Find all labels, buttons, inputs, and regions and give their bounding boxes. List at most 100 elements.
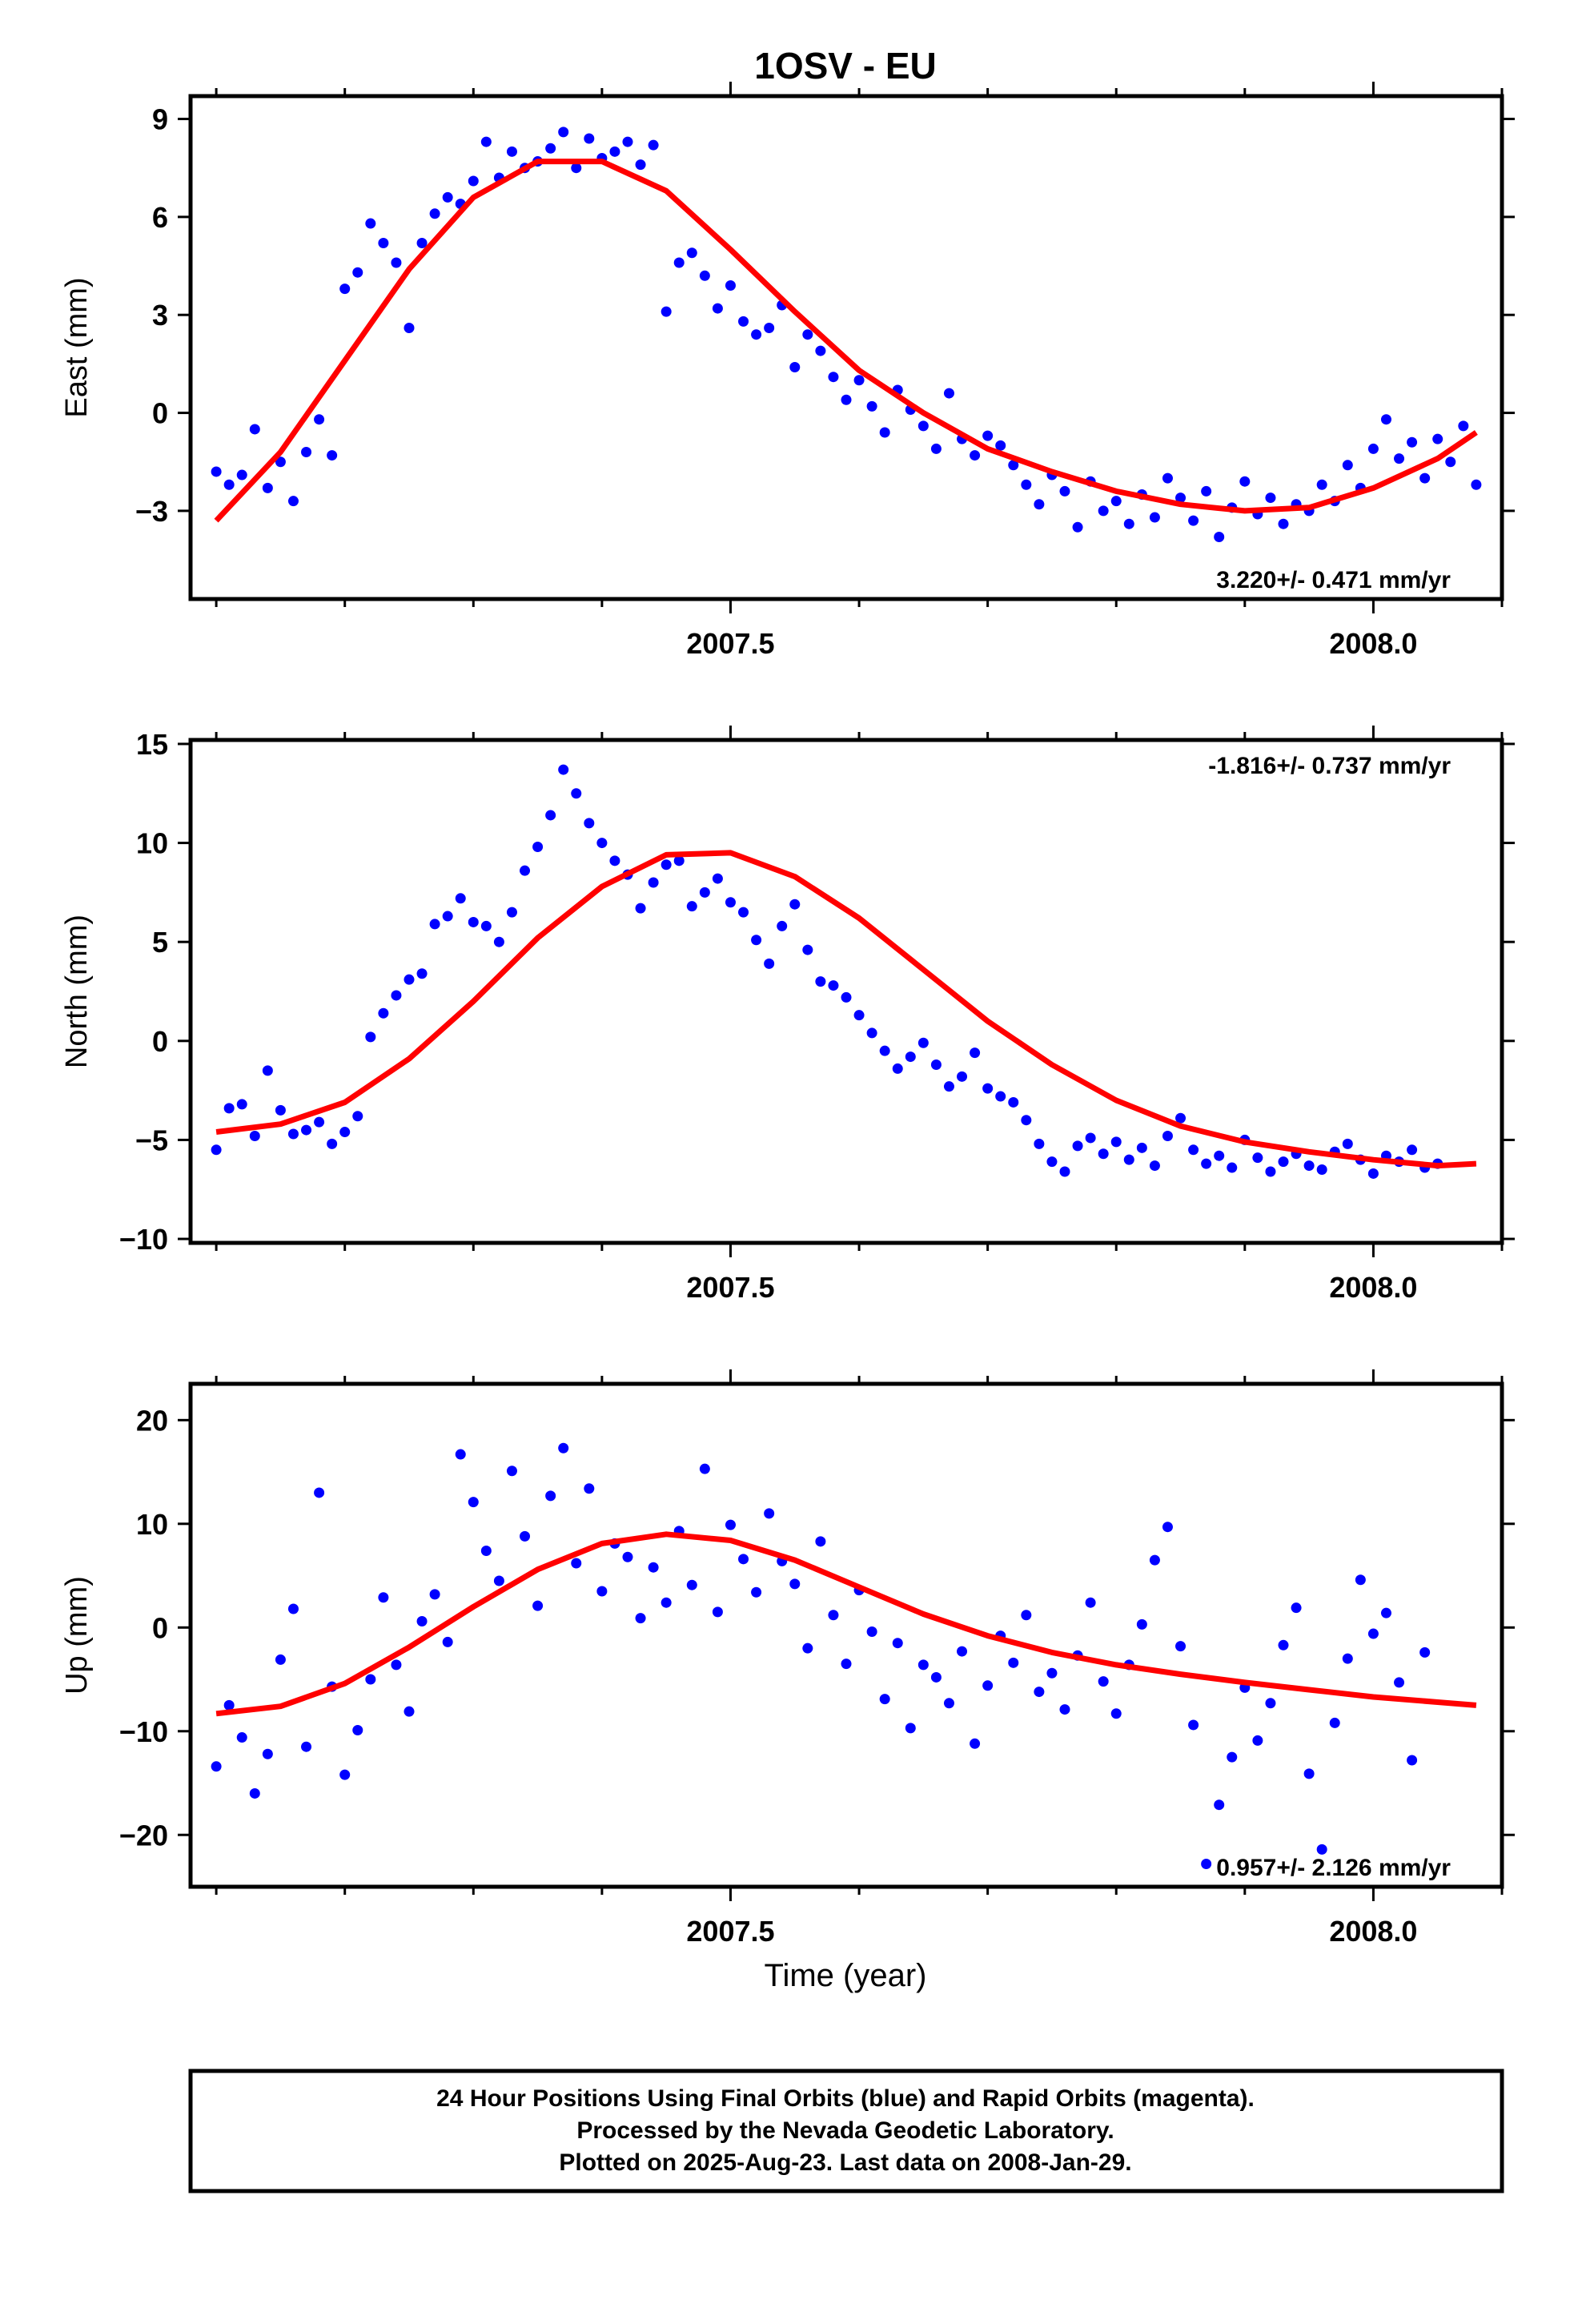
east-data-point [223,479,235,490]
up-data-point [236,1732,247,1743]
up-data-point [314,1487,325,1498]
north-y-axis-label: North (mm) [60,915,94,1068]
up-data-point [506,1466,517,1477]
east-data-point [1239,476,1251,487]
north-rate-annotation: -1.816+/- 0.737 mm/yr [1208,753,1451,779]
north-data-point [1303,1160,1315,1172]
east-data-point [365,218,376,229]
north-data-point [480,920,492,931]
north-data-point [455,893,466,904]
north-data-point [352,1111,363,1122]
east-data-point [1432,433,1443,444]
east-data-point [853,375,865,386]
east-fit-curve [214,159,1478,523]
north-x-tick-label: 2007.5 [686,1271,774,1304]
up-data-point [596,1586,608,1597]
east-plot-frame [188,94,1504,601]
north-data-point [712,873,723,884]
up-panel: 20 10 0 −10 −20 2007.5 2008.0 Up (mm) 0.957+/- 2… [60,1369,1515,1948]
east-data-point [789,361,801,372]
north-data-point [892,1063,903,1074]
east-data-point [236,469,247,480]
north-data-point [275,1104,286,1116]
up-points [211,1442,1431,1870]
up-data-point [1149,1554,1160,1566]
footer-box: 24 Hour Positions Using Final Orbits (bl… [188,2069,1504,2193]
up-data-point [429,1589,440,1600]
up-data-point [686,1579,697,1590]
up-data-point [622,1551,633,1562]
north-data-point [982,1083,994,1094]
up-data-point [1162,1522,1173,1533]
north-data-point [429,919,440,930]
north-data-point [493,936,504,947]
up-data-point [211,1761,222,1772]
east-data-point [275,456,286,468]
up-y-tick-label: 20 [136,1404,168,1437]
up-data-point [584,1483,595,1494]
east-data-point [661,306,672,317]
east-data-point [429,208,440,219]
east-data-point [1201,485,1212,497]
east-data-point [1342,460,1353,471]
up-data-point [1355,1574,1366,1586]
up-data-point [1380,1607,1391,1618]
north-data-point [532,842,544,853]
up-data-point [1342,1653,1353,1664]
north-data-point [905,1051,916,1063]
up-data-point [661,1597,672,1608]
east-data-point [712,303,723,314]
east-data-point [1110,496,1122,507]
east-panel: 9 6 3 0 −3 2007.5 2008.0 East (mm) 3.220+/- 0.47… [60,82,1515,660]
up-data-point [1367,1628,1379,1639]
north-data-point [391,990,402,1001]
north-data-point [648,877,659,888]
north-data-point [1367,1168,1379,1179]
east-data-point [1149,512,1160,523]
east-data-point [1123,518,1134,529]
east-data-point [301,446,312,457]
up-data-point [468,1497,479,1508]
north-y-tick-label: 10 [136,827,168,860]
east-rate-annotation: 3.220+/- 0.471 mm/yr [1216,567,1451,593]
up-data-point [1110,1708,1122,1719]
north-data-point [1085,1132,1096,1144]
up-y-tick-label: −10 [119,1715,168,1748]
east-data-point [751,329,762,340]
up-fit-curve [215,1531,1477,1717]
east-data-point [262,482,273,493]
north-data-point [416,968,428,979]
up-data-point [1188,1719,1199,1731]
up-data-point [480,1545,492,1556]
up-data-point [648,1562,659,1573]
north-data-point [1059,1166,1070,1177]
up-data-point [532,1600,544,1611]
east-data-point [287,496,299,507]
up-data-point [520,1530,531,1542]
up-data-point [1085,1597,1096,1608]
north-data-point [249,1130,260,1141]
up-data-point [249,1787,260,1799]
up-data-point [455,1449,466,1460]
north-y-tick-label: −5 [135,1124,168,1156]
east-data-point [1367,443,1379,454]
north-data-point [545,810,556,821]
east-data-point [609,146,620,157]
up-data-point [828,1610,839,1621]
east-data-point [1265,493,1276,504]
chart-title: 1OSV - EU [754,45,937,86]
x-axis-label: Time (year) [765,1958,927,1993]
north-data-point [1265,1166,1276,1177]
east-data-point [815,345,826,356]
east-data-point [1278,518,1289,529]
up-data-point [789,1578,801,1590]
north-data-point [1162,1130,1173,1141]
up-data-point [404,1706,415,1717]
north-data-point [1188,1144,1199,1156]
east-data-point [622,136,633,147]
east-data-point [1175,493,1186,504]
east-data-point [391,257,402,268]
up-data-point [879,1694,890,1705]
north-y-tick-label: 5 [152,926,168,959]
